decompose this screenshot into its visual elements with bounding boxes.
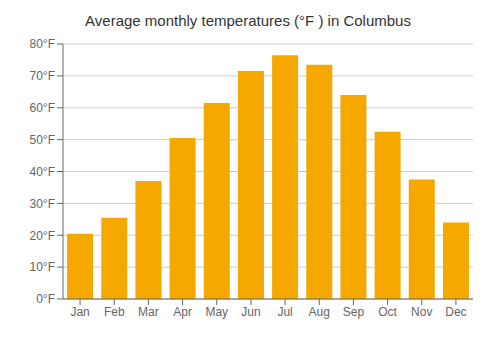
svg-text:Mar: Mar xyxy=(138,305,159,319)
svg-text:0°F: 0°F xyxy=(36,292,55,306)
svg-text:Feb: Feb xyxy=(104,305,125,319)
svg-text:70°F: 70°F xyxy=(30,69,55,83)
svg-text:Aug: Aug xyxy=(309,305,330,319)
svg-text:Sep: Sep xyxy=(343,305,365,319)
svg-text:Jun: Jun xyxy=(241,305,260,319)
svg-text:Apr: Apr xyxy=(173,305,192,319)
html-text:Average monthly temperatures (: Average monthly temperatures (°F ) in Co… xyxy=(85,12,411,29)
svg-text:Jul: Jul xyxy=(277,305,292,319)
svg-text:50°F: 50°F xyxy=(30,133,55,147)
svg-text:40°F: 40°F xyxy=(30,165,55,179)
svg-text:10°F: 10°F xyxy=(30,260,55,274)
svg-text:60°F: 60°F xyxy=(30,101,55,115)
svg-text:May: May xyxy=(205,305,228,319)
svg-text:Oct: Oct xyxy=(378,305,397,319)
svg-text:Dec: Dec xyxy=(445,305,466,319)
svg-text:20°F: 20°F xyxy=(30,229,55,243)
svg-text:30°F: 30°F xyxy=(30,197,55,211)
svg-text:Jan: Jan xyxy=(70,305,89,319)
svg-text:Nov: Nov xyxy=(411,305,432,319)
svg-text:80°F: 80°F xyxy=(30,37,55,51)
